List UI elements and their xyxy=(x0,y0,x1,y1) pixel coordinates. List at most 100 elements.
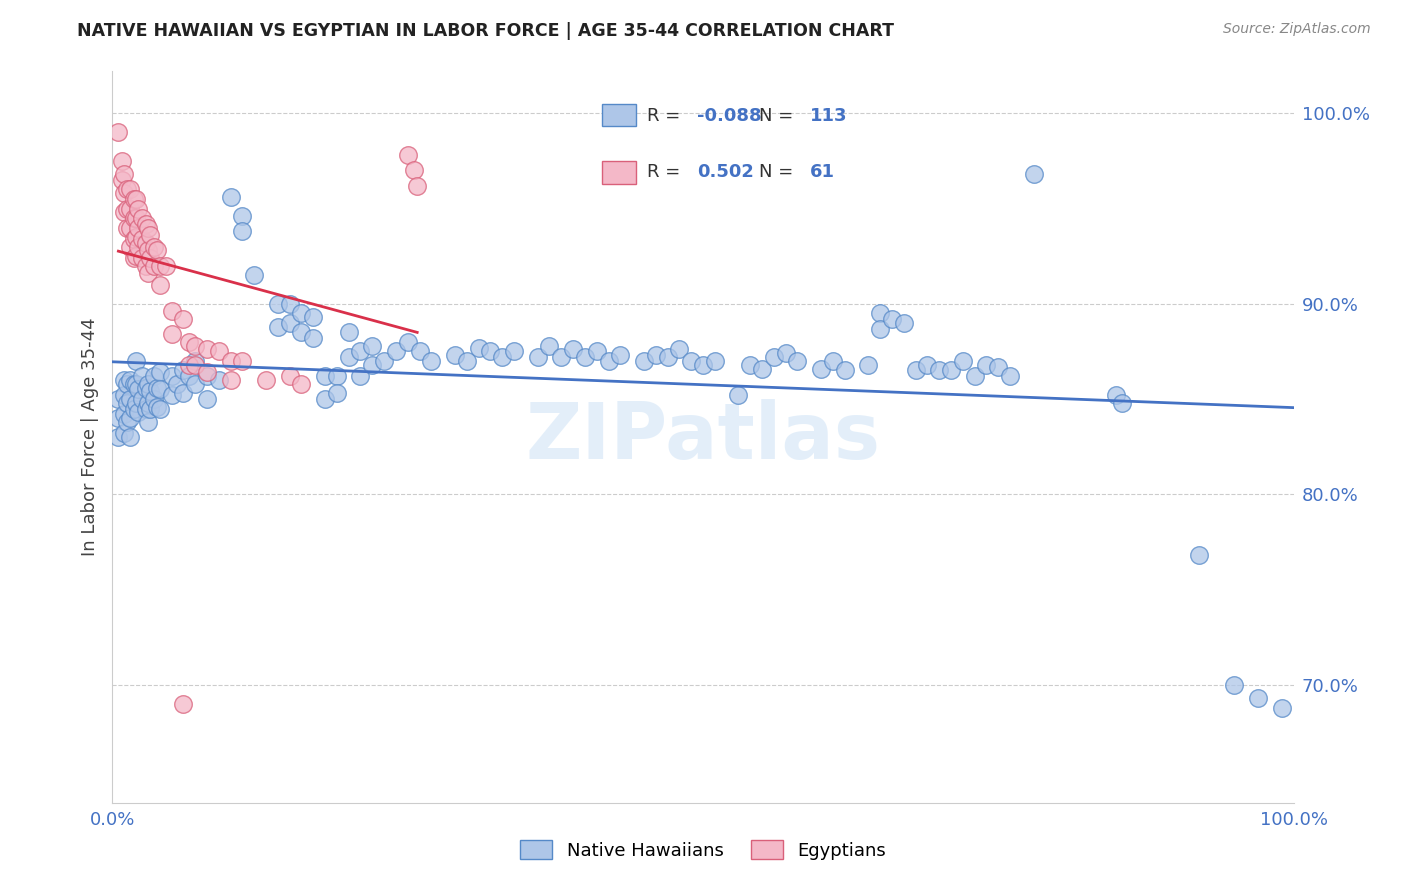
Point xyxy=(326,386,349,401)
Point xyxy=(396,148,419,162)
Point xyxy=(139,228,162,243)
Point xyxy=(361,338,384,352)
Point xyxy=(107,125,129,139)
Point xyxy=(112,205,135,219)
Point xyxy=(122,401,145,416)
Point xyxy=(125,211,148,225)
Point xyxy=(1022,167,1045,181)
Point xyxy=(858,358,880,372)
Point xyxy=(149,259,172,273)
Point xyxy=(231,354,253,368)
Point xyxy=(195,365,218,379)
Point xyxy=(751,361,773,376)
Point xyxy=(172,386,194,401)
Point xyxy=(373,354,395,368)
Point xyxy=(762,350,785,364)
Point xyxy=(681,354,703,368)
Point xyxy=(550,350,572,364)
Point xyxy=(267,319,290,334)
Point xyxy=(172,697,194,711)
Point xyxy=(120,220,142,235)
Point xyxy=(337,350,360,364)
Point xyxy=(146,380,169,394)
Point xyxy=(184,358,207,372)
Text: N =: N = xyxy=(759,163,793,181)
Point xyxy=(184,338,207,352)
Point xyxy=(406,178,429,193)
Point xyxy=(131,392,153,406)
Point xyxy=(467,341,489,355)
Point xyxy=(869,321,891,335)
Point xyxy=(456,354,478,368)
FancyBboxPatch shape xyxy=(602,161,636,184)
Point xyxy=(136,220,159,235)
Point xyxy=(349,344,371,359)
Point xyxy=(786,354,808,368)
Point xyxy=(115,202,138,216)
Point xyxy=(115,415,138,429)
Point xyxy=(562,343,585,357)
Point xyxy=(644,348,666,362)
Point xyxy=(139,401,162,416)
Point xyxy=(125,376,148,391)
Point xyxy=(120,373,142,387)
Text: ZIPatlas: ZIPatlas xyxy=(526,399,880,475)
Point xyxy=(420,354,443,368)
Point xyxy=(184,354,207,368)
Point xyxy=(290,306,312,320)
Point xyxy=(112,426,135,441)
Point xyxy=(1223,678,1246,692)
Point xyxy=(149,401,172,416)
Text: N =: N = xyxy=(759,107,793,125)
Point xyxy=(1271,700,1294,714)
Point xyxy=(668,343,690,357)
Point xyxy=(127,220,149,235)
Point xyxy=(385,344,408,359)
Point xyxy=(963,369,986,384)
Point xyxy=(115,376,138,391)
Point xyxy=(122,192,145,206)
Point xyxy=(136,266,159,280)
Point xyxy=(120,202,142,216)
Point xyxy=(111,153,134,168)
Point xyxy=(136,244,159,258)
Point xyxy=(195,369,218,384)
Point xyxy=(139,384,162,399)
Point xyxy=(125,396,148,410)
Point xyxy=(131,211,153,225)
Point xyxy=(111,173,134,187)
Point xyxy=(939,363,962,377)
Point xyxy=(869,306,891,320)
Point xyxy=(585,344,607,359)
Point xyxy=(987,359,1010,374)
Point xyxy=(314,392,336,406)
Point xyxy=(1105,388,1128,402)
Point xyxy=(998,369,1021,384)
Point xyxy=(538,338,561,352)
Point xyxy=(115,396,138,410)
Point xyxy=(115,220,138,235)
Text: Source: ZipAtlas.com: Source: ZipAtlas.com xyxy=(1223,22,1371,37)
Point xyxy=(125,192,148,206)
Point xyxy=(172,312,194,326)
Point xyxy=(142,239,165,253)
Text: 0.502: 0.502 xyxy=(697,163,754,181)
Point xyxy=(775,346,797,360)
Point xyxy=(120,239,142,253)
Point xyxy=(155,259,177,273)
Point xyxy=(928,363,950,377)
Point xyxy=(598,354,620,368)
Point xyxy=(127,405,149,419)
Point xyxy=(131,369,153,384)
Point xyxy=(633,354,655,368)
Point xyxy=(703,354,725,368)
Point xyxy=(657,350,679,364)
Point xyxy=(166,376,188,391)
Point xyxy=(810,361,832,376)
Point xyxy=(139,251,162,265)
Point xyxy=(160,327,183,342)
Point xyxy=(834,363,856,377)
Point xyxy=(127,239,149,253)
Point xyxy=(727,388,749,402)
Point xyxy=(149,277,172,292)
